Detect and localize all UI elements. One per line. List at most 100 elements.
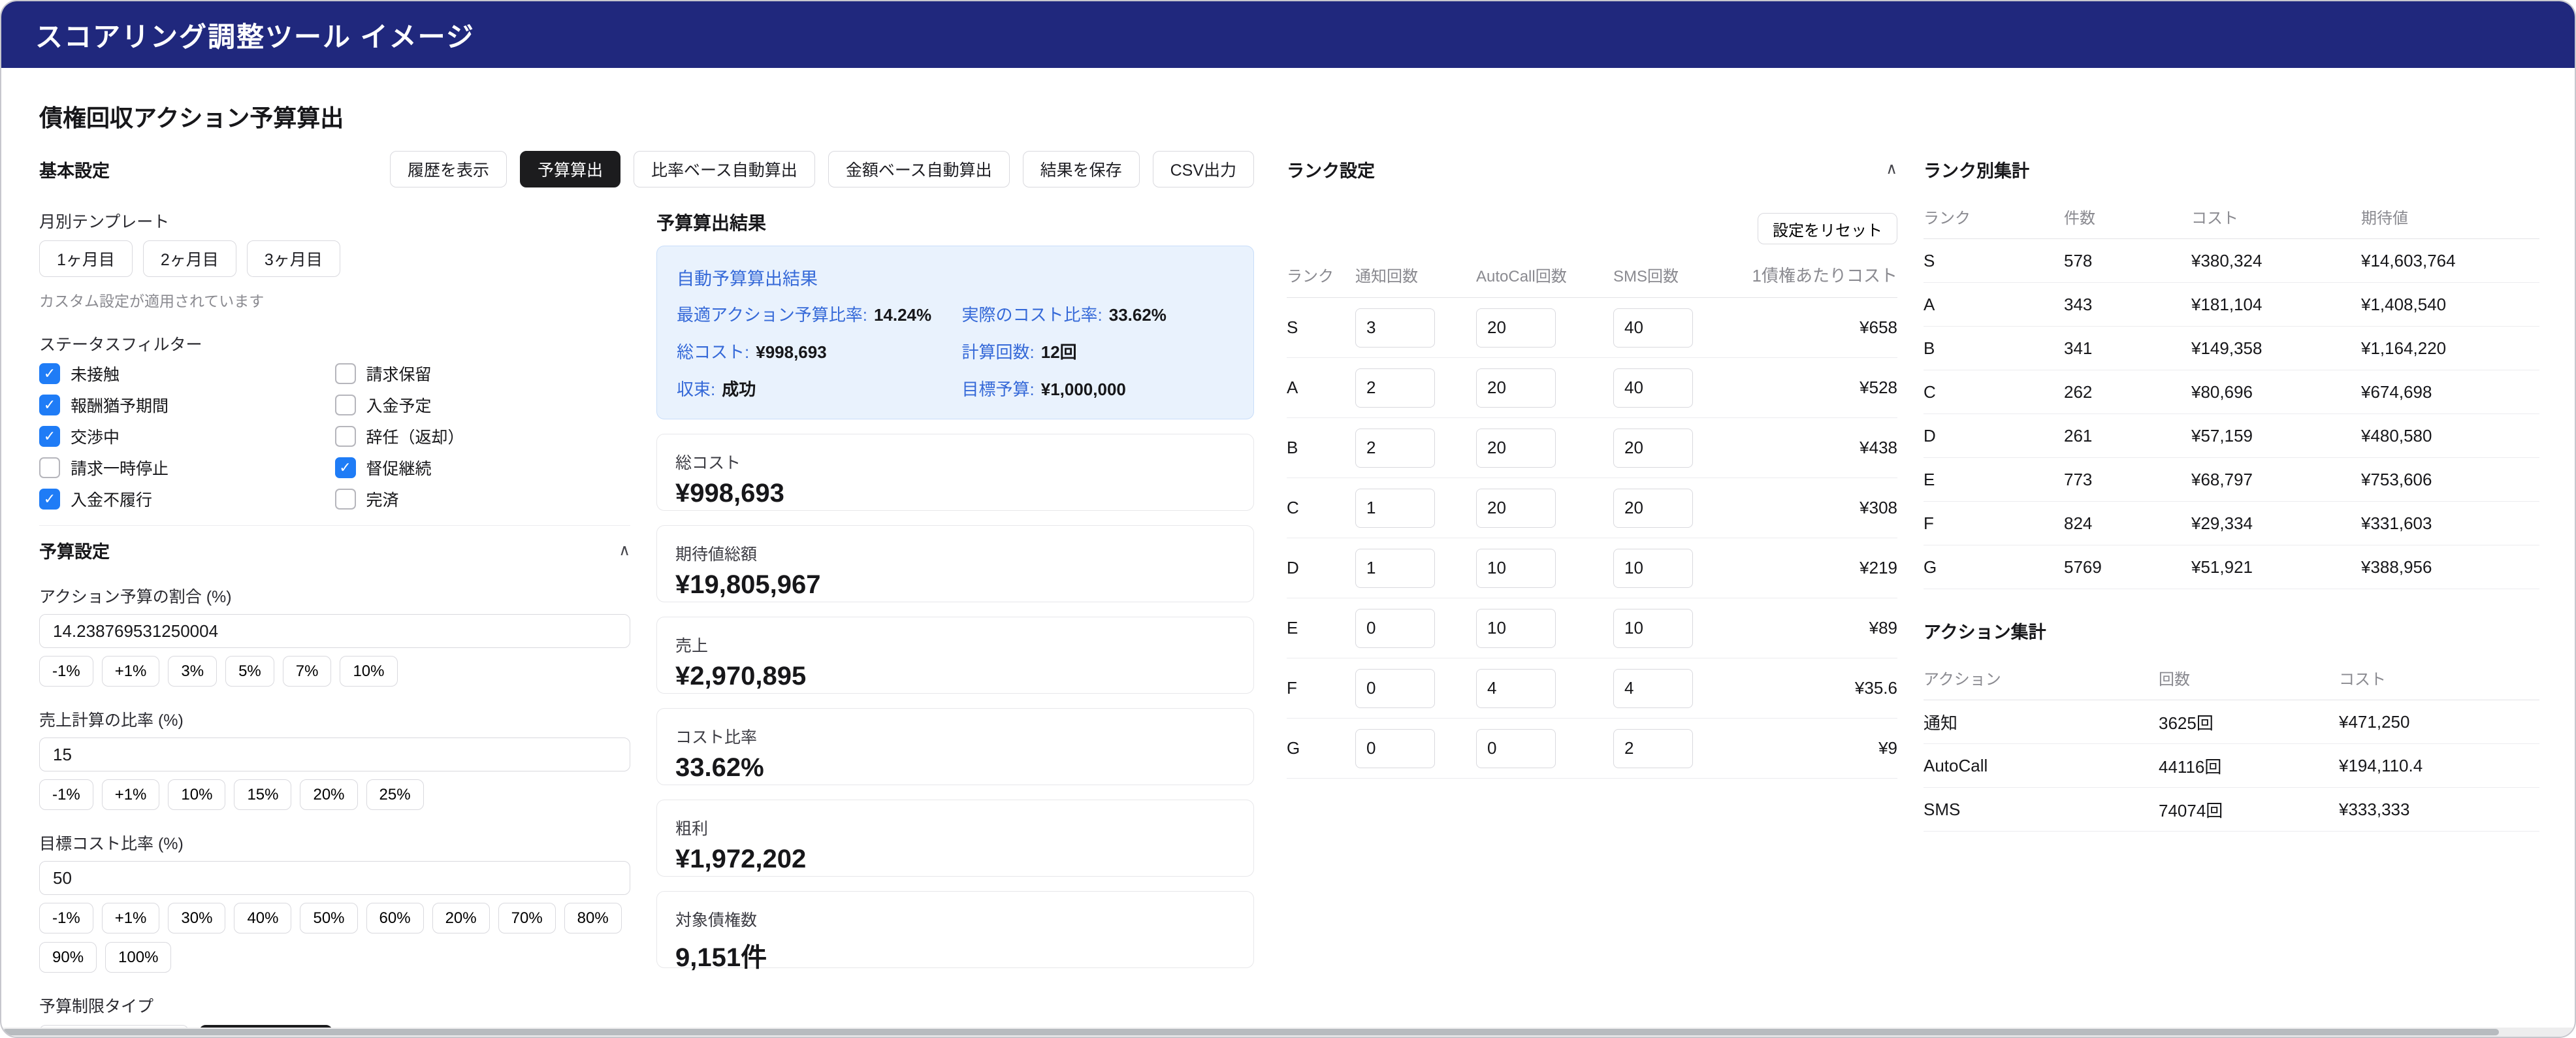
rank-A-notify-input[interactable] bbox=[1355, 368, 1435, 408]
divider bbox=[39, 525, 630, 526]
month-template-button-2[interactable]: 2ヶ月目 bbox=[142, 240, 236, 277]
horizontal-scrollbar[interactable] bbox=[1, 1028, 2575, 1037]
checkbox-icon bbox=[39, 457, 60, 478]
rank-G-notify-input[interactable] bbox=[1355, 728, 1435, 768]
rank-F-sms-input[interactable] bbox=[1613, 668, 1693, 708]
toolbar-button-2[interactable]: 予算算出 bbox=[520, 151, 621, 187]
result-card-value: 33.62% bbox=[675, 753, 764, 782]
rank-F-autocall-input[interactable] bbox=[1476, 668, 1556, 708]
rank-summary-heading: ランク別集計 bbox=[1924, 161, 2029, 181]
quick-button[interactable]: 90% bbox=[39, 942, 97, 973]
chevron-up-icon[interactable]: ∧ bbox=[619, 541, 630, 559]
rank-table-header-cell: ランク bbox=[1287, 268, 1334, 285]
rank-D-autocall-input[interactable] bbox=[1476, 548, 1556, 588]
quick-button[interactable]: 5% bbox=[225, 656, 274, 687]
rank-D-notify-input[interactable] bbox=[1355, 548, 1435, 588]
rank-settings-row-F: F ¥35.6 bbox=[1287, 658, 1897, 719]
toolbar-button-3[interactable]: 比率ベース自動算出 bbox=[634, 151, 815, 187]
status-checkbox-7[interactable]: 請求一時停止 bbox=[39, 456, 335, 479]
rank-D-sms-input[interactable] bbox=[1613, 548, 1693, 588]
quick-button[interactable]: 25% bbox=[366, 779, 424, 810]
toolbar-button-1[interactable]: 履歴を表示 bbox=[390, 151, 507, 187]
quick-button[interactable]: -1% bbox=[39, 779, 93, 810]
rank-label: F bbox=[1287, 678, 1297, 698]
quick-button[interactable]: 3% bbox=[168, 656, 217, 687]
quick-button[interactable]: -1% bbox=[39, 903, 93, 933]
quick-button[interactable]: 50% bbox=[300, 903, 358, 933]
status-filter-grid: ✓ 未接触 請求保留 ✓ 報酬猶予期間 入金予定 ✓ 交渉中 辞任（返却） 請求一時停止 ✓ 督促継続… bbox=[39, 362, 630, 511]
quick-button[interactable]: +1% bbox=[101, 779, 160, 810]
settings-and-results: 基本設定 履歴を表示 予算算出 比率ベース自動算出 金額ベース自動算出 結果を保存 CSV… bbox=[39, 150, 1254, 1037]
quick-button[interactable]: 7% bbox=[282, 656, 332, 687]
auto-calc-item-4: 計算回数: 12回 bbox=[962, 339, 1234, 363]
rank-B-notify-input[interactable] bbox=[1355, 428, 1435, 468]
toolbar: 履歴を表示 予算算出 比率ベース自動算出 金額ベース自動算出 結果を保存 CSV出力 bbox=[390, 151, 1254, 187]
status-checkbox-10[interactable]: 完済 bbox=[334, 487, 631, 511]
status-checkbox-3[interactable]: ✓ 報酬猶予期間 bbox=[39, 393, 335, 417]
quick-button[interactable]: 70% bbox=[498, 903, 556, 933]
status-checkbox-9[interactable]: ✓ 入金不履行 bbox=[39, 487, 335, 511]
quick-button[interactable]: 100% bbox=[105, 942, 172, 973]
rank-C-autocall-input[interactable] bbox=[1476, 488, 1556, 528]
quick-button[interactable]: 15% bbox=[234, 779, 292, 810]
checkbox-icon bbox=[334, 363, 356, 384]
rank-C-notify-input[interactable] bbox=[1355, 488, 1435, 528]
toolbar-button-5[interactable]: 結果を保存 bbox=[1022, 151, 1140, 187]
rank-cost-value: ¥658 bbox=[1860, 317, 1897, 337]
rank-table-header-cell: AutoCall回数 bbox=[1476, 268, 1567, 285]
quick-button[interactable]: 30% bbox=[168, 903, 226, 933]
rank-F-notify-input[interactable] bbox=[1355, 668, 1435, 708]
quick-button[interactable]: +1% bbox=[101, 903, 160, 933]
toolbar-button-4[interactable]: 金額ベース自動算出 bbox=[828, 151, 1010, 187]
quick-button[interactable]: 20% bbox=[432, 903, 490, 933]
rank-summary-row-3: B 341 ¥149,358 ¥1,164,220 bbox=[1924, 327, 2539, 370]
toolbar-button-6[interactable]: CSV出力 bbox=[1152, 151, 1254, 187]
rank-C-sms-input[interactable] bbox=[1613, 488, 1693, 528]
rank-S-autocall-input[interactable] bbox=[1476, 308, 1556, 348]
scrollbar-thumb[interactable] bbox=[3, 1029, 2499, 1035]
quick-button[interactable]: +1% bbox=[101, 656, 160, 687]
rank-S-notify-input[interactable] bbox=[1355, 308, 1435, 348]
rank-A-sms-input[interactable] bbox=[1613, 368, 1693, 408]
month-template-button-1[interactable]: 1ヶ月目 bbox=[39, 240, 133, 277]
rank-B-sms-input[interactable] bbox=[1613, 428, 1693, 468]
rank-E-notify-input[interactable] bbox=[1355, 608, 1435, 648]
quick-button[interactable]: 20% bbox=[300, 779, 358, 810]
result-card-value: ¥998,693 bbox=[675, 479, 784, 508]
budget-field-label-1: アクション予算の割合 (%) bbox=[39, 588, 232, 606]
action-summary-cell: ¥333,333 bbox=[2339, 799, 2410, 819]
status-checkbox-2[interactable]: 請求保留 bbox=[334, 362, 631, 385]
auto-calc-item-label: 実際のコスト比率: bbox=[961, 305, 1103, 325]
rank-A-autocall-input[interactable] bbox=[1476, 368, 1556, 408]
quick-button[interactable]: -1% bbox=[39, 656, 93, 687]
status-checkbox-4[interactable]: 入金予定 bbox=[334, 393, 631, 417]
chevron-up-icon[interactable]: ∧ bbox=[1886, 160, 1897, 178]
rank-G-sms-input[interactable] bbox=[1613, 728, 1693, 768]
budget-field-input-2[interactable] bbox=[39, 738, 630, 771]
rank-G-autocall-input[interactable] bbox=[1476, 728, 1556, 768]
monthly-template-label: 月別テンプレート bbox=[39, 213, 170, 231]
status-checkbox-label: 請求保留 bbox=[366, 366, 432, 384]
budget-field-input-3[interactable] bbox=[39, 861, 630, 895]
budget-field-input-1[interactable] bbox=[39, 614, 630, 648]
rank-E-autocall-input[interactable] bbox=[1476, 608, 1556, 648]
quick-button[interactable]: 40% bbox=[234, 903, 292, 933]
status-checkbox-label: 督促継続 bbox=[366, 460, 432, 478]
status-checkbox-1[interactable]: ✓ 未接触 bbox=[39, 362, 335, 385]
status-checkbox-5[interactable]: ✓ 交渉中 bbox=[39, 425, 335, 448]
quick-button[interactable]: 80% bbox=[564, 903, 622, 933]
quick-button[interactable]: 10% bbox=[340, 656, 398, 687]
result-card-value: ¥19,805,967 bbox=[675, 570, 821, 599]
status-checkbox-6[interactable]: 辞任（返却） bbox=[334, 425, 631, 448]
quick-button[interactable]: 60% bbox=[366, 903, 424, 933]
rank-S-sms-input[interactable] bbox=[1613, 308, 1693, 348]
quick-button[interactable]: 10% bbox=[168, 779, 226, 810]
status-checkbox-8[interactable]: ✓ 督促継続 bbox=[334, 456, 631, 479]
rank-E-sms-input[interactable] bbox=[1613, 608, 1693, 648]
checkbox-icon: ✓ bbox=[39, 426, 60, 447]
month-template-button-3[interactable]: 3ヶ月目 bbox=[246, 240, 340, 277]
rank-settings-row-S: S ¥658 bbox=[1287, 298, 1897, 358]
rank-B-autocall-input[interactable] bbox=[1476, 428, 1556, 468]
reset-settings-button[interactable]: 設定をリセット bbox=[1758, 213, 1897, 244]
rank-summary-cell: 343 bbox=[2064, 294, 2093, 314]
